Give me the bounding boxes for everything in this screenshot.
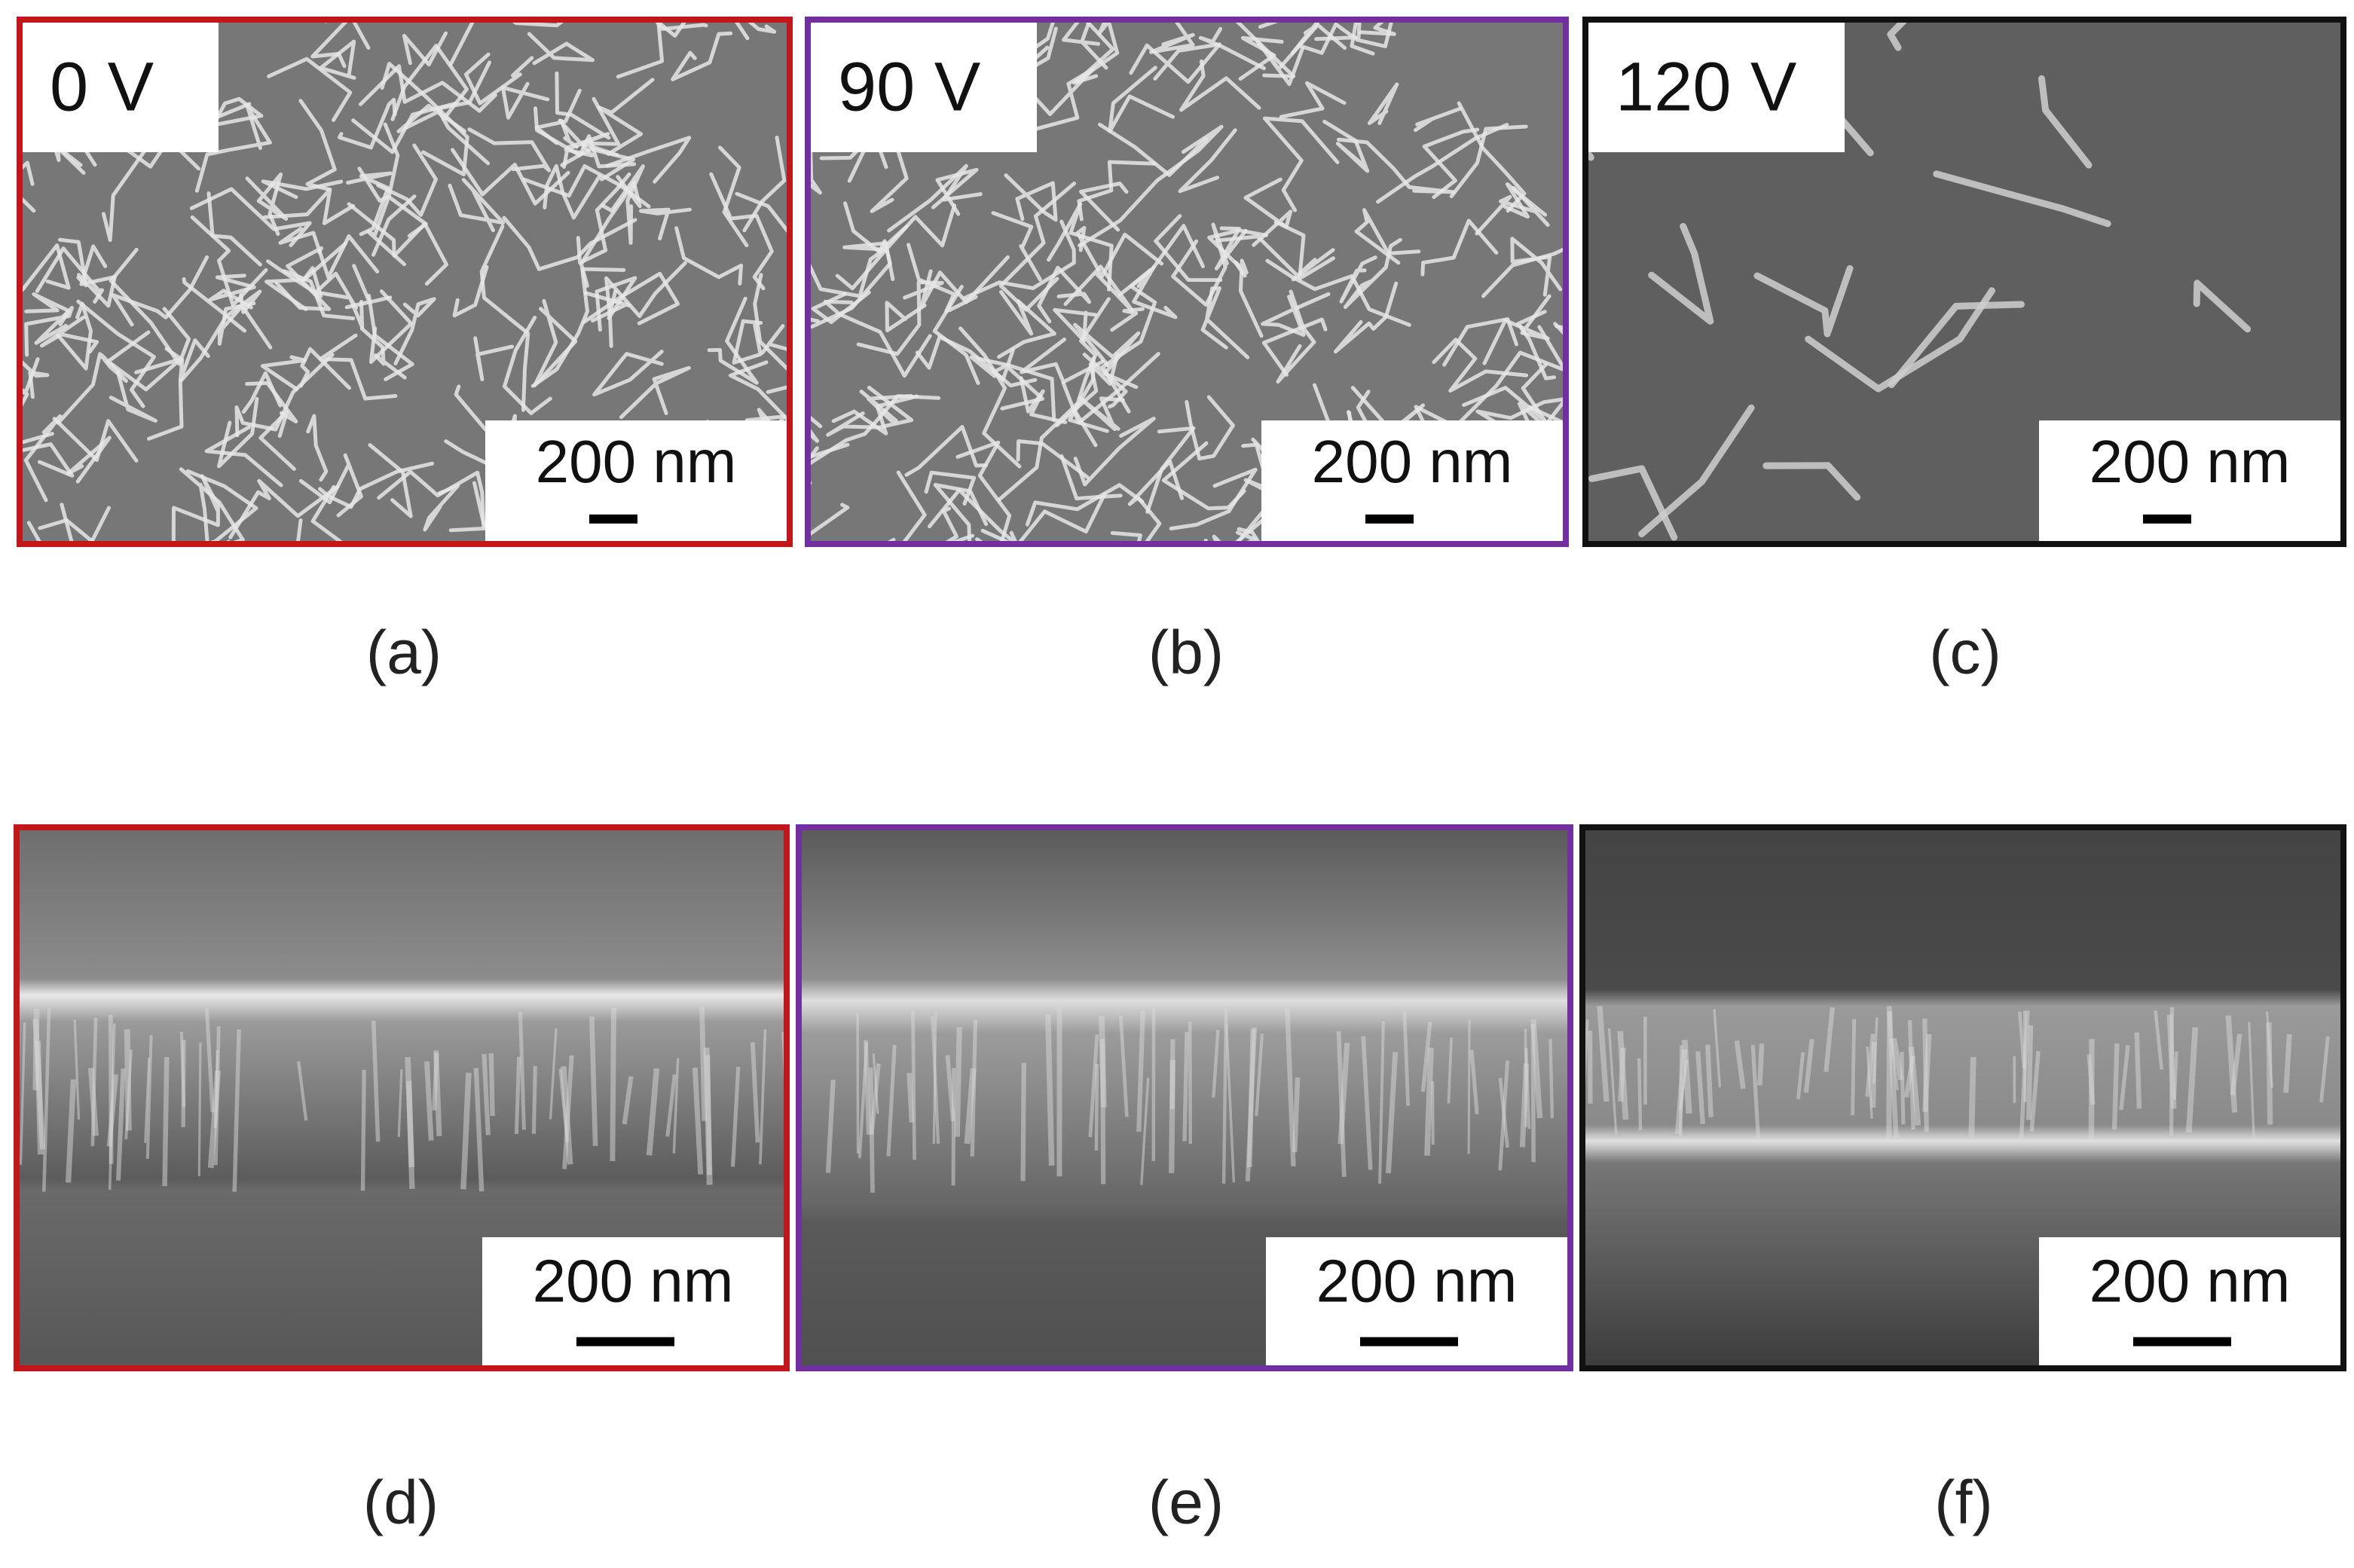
scale-bar xyxy=(1365,515,1414,524)
column-streak xyxy=(613,1007,614,1161)
panel: 200 nm xyxy=(1582,827,2343,1368)
column-streak xyxy=(1185,1032,1187,1142)
column-streak xyxy=(2137,1032,2139,1108)
column-streak xyxy=(1295,1077,1298,1152)
column-streak xyxy=(1639,1059,1640,1130)
scale-bar-label: 200 nm xyxy=(2090,428,2291,495)
column-streak xyxy=(38,1041,41,1154)
panel: 90 V 200 nm xyxy=(731,0,1668,598)
scale-bar xyxy=(1360,1337,1458,1346)
column-streak xyxy=(957,1027,959,1136)
column-streak xyxy=(913,1011,915,1160)
column-streak xyxy=(1680,1045,1681,1137)
column-streak xyxy=(1172,1039,1173,1109)
column-streak xyxy=(2286,1035,2290,1093)
column-streak xyxy=(362,1070,364,1191)
scale-bar-label: 200 nm xyxy=(2090,1248,2291,1315)
column-streak xyxy=(1224,1009,1226,1184)
voltage-label: 0 V xyxy=(50,48,154,125)
scale-bar xyxy=(2133,1337,2231,1346)
wrinkle xyxy=(212,542,311,646)
panel-caption: (e) xyxy=(1148,1469,1224,1537)
column-streak xyxy=(1096,1064,1097,1151)
column-streak xyxy=(491,1053,493,1116)
voltage-label: 90 V xyxy=(838,48,980,125)
column-streak xyxy=(2175,1052,2177,1100)
scale-bar xyxy=(576,1337,674,1346)
column-streak xyxy=(1759,1044,1762,1085)
column-streak xyxy=(1853,1019,1854,1115)
column-streak xyxy=(702,1007,705,1121)
panel-caption: (f) xyxy=(1934,1469,1992,1537)
column-streak xyxy=(1023,1063,1024,1181)
column-streak xyxy=(183,1040,184,1127)
column-streak xyxy=(165,1057,167,1186)
scale-bar-label: 200 nm xyxy=(536,428,737,495)
column-streak xyxy=(408,1057,411,1167)
column-streak xyxy=(434,1053,436,1111)
column-streak xyxy=(1924,1019,1926,1132)
column-streak xyxy=(910,1073,912,1123)
column-streak xyxy=(1048,1014,1052,1166)
column-streak xyxy=(516,1057,518,1134)
column-streak xyxy=(2114,1044,2117,1129)
scale-bar xyxy=(2143,515,2191,524)
column-streak xyxy=(1102,1039,1103,1184)
column-streak xyxy=(866,1041,869,1135)
column-streak xyxy=(1550,1039,1552,1118)
scale-bar xyxy=(589,515,637,524)
voltage-label: 120 V xyxy=(1616,48,1796,125)
column-streak xyxy=(111,1015,112,1164)
column-streak xyxy=(1427,1048,1431,1156)
column-streak xyxy=(1707,1045,1710,1117)
panel-caption: (a) xyxy=(366,619,442,687)
panel: 200 nm xyxy=(799,827,1570,1368)
panel: 0 V 200 nm xyxy=(0,0,897,646)
scale-bar-label: 200 nm xyxy=(1312,428,1513,495)
panel: 200 nm xyxy=(17,827,791,1368)
scale-bar-label: 200 nm xyxy=(1316,1248,1518,1315)
column-streak xyxy=(2091,1039,2092,1141)
column-streak xyxy=(2028,1025,2031,1120)
panel-caption: (d) xyxy=(363,1469,439,1537)
panel-caption: (b) xyxy=(1148,619,1224,687)
column-streak xyxy=(1902,1052,1903,1124)
panel-caption: (c) xyxy=(1929,619,2001,687)
scale-bar-label: 200 nm xyxy=(533,1248,734,1315)
column-streak xyxy=(953,1068,954,1185)
column-streak xyxy=(1621,1047,1624,1101)
column-streak xyxy=(1971,1057,1973,1139)
column-streak xyxy=(199,1043,200,1176)
column-streak xyxy=(533,1066,535,1134)
column-streak xyxy=(707,1047,710,1184)
panel: 120 V 200 nm xyxy=(1470,0,2343,544)
